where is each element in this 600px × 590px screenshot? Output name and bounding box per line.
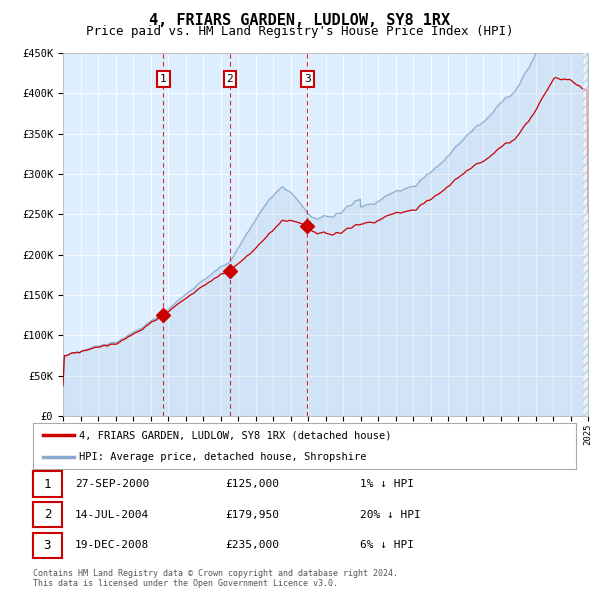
Text: 20% ↓ HPI: 20% ↓ HPI: [360, 510, 421, 520]
Text: £235,000: £235,000: [225, 540, 279, 550]
Text: HPI: Average price, detached house, Shropshire: HPI: Average price, detached house, Shro…: [79, 451, 367, 461]
Text: 4, FRIARS GARDEN, LUDLOW, SY8 1RX: 4, FRIARS GARDEN, LUDLOW, SY8 1RX: [149, 13, 451, 28]
Text: 14-JUL-2004: 14-JUL-2004: [75, 510, 149, 520]
Text: 27-SEP-2000: 27-SEP-2000: [75, 479, 149, 489]
Text: £179,950: £179,950: [225, 510, 279, 520]
Text: Price paid vs. HM Land Registry's House Price Index (HPI): Price paid vs. HM Land Registry's House …: [86, 25, 514, 38]
Text: 4, FRIARS GARDEN, LUDLOW, SY8 1RX (detached house): 4, FRIARS GARDEN, LUDLOW, SY8 1RX (detac…: [79, 431, 392, 441]
Text: 2: 2: [227, 74, 233, 84]
Text: 1: 1: [44, 477, 51, 491]
Text: 1: 1: [160, 74, 167, 84]
Text: 3: 3: [44, 539, 51, 552]
Text: £125,000: £125,000: [225, 479, 279, 489]
Text: 1% ↓ HPI: 1% ↓ HPI: [360, 479, 414, 489]
Text: Contains HM Land Registry data © Crown copyright and database right 2024.
This d: Contains HM Land Registry data © Crown c…: [33, 569, 398, 588]
Text: 19-DEC-2008: 19-DEC-2008: [75, 540, 149, 550]
Text: 2: 2: [44, 508, 51, 522]
Text: 3: 3: [304, 74, 311, 84]
Text: 6% ↓ HPI: 6% ↓ HPI: [360, 540, 414, 550]
